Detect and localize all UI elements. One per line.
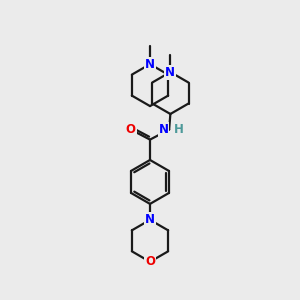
- Text: N: N: [165, 66, 176, 79]
- Text: N: N: [159, 123, 169, 136]
- Text: O: O: [145, 255, 155, 268]
- Text: N: N: [145, 213, 155, 226]
- Text: N: N: [145, 58, 155, 71]
- Text: O: O: [126, 123, 136, 136]
- Text: H: H: [174, 123, 184, 136]
